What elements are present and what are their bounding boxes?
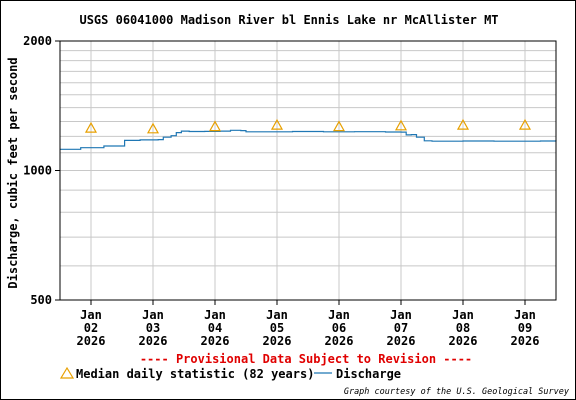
x-tick-label-month: Jan <box>266 308 288 322</box>
y-axis-label: Discharge, cubic feet per second <box>6 57 20 288</box>
y-tick-label: 1000 <box>23 164 52 178</box>
legend: Median daily statistic (82 years) Discha… <box>59 366 401 381</box>
legend-discharge-label: Discharge <box>336 367 401 381</box>
x-tick-label-year: 2026 <box>449 334 478 348</box>
x-tick-label-year: 2026 <box>77 334 106 348</box>
x-tick-label-month: Jan <box>204 308 226 322</box>
legend-median-triangle-icon <box>59 366 75 379</box>
series-layer <box>60 118 557 150</box>
x-tick-label-day: 06 <box>332 321 346 335</box>
median-triangle-point <box>518 118 532 130</box>
x-tick-label-year: 2026 <box>139 334 168 348</box>
median-triangle-point <box>456 118 470 130</box>
y-tick-label: 500 <box>30 293 52 307</box>
x-tick-label-year: 2026 <box>511 334 540 348</box>
provisional-note: ---- Provisional Data Subject to Revisio… <box>140 352 472 366</box>
x-tick-label-month: Jan <box>452 308 474 322</box>
grid-layer <box>60 41 556 300</box>
legend-median-label: Median daily statistic (82 years) <box>76 367 314 381</box>
x-tick-label-year: 2026 <box>387 334 416 348</box>
x-tick-label-month: Jan <box>390 308 412 322</box>
median-triangle-point <box>84 121 98 133</box>
median-triangle-point <box>270 118 284 130</box>
x-tick-label-month: Jan <box>142 308 164 322</box>
x-tick-label-year: 2026 <box>325 334 354 348</box>
median-triangle-point <box>332 120 346 132</box>
y-tick-label: 2000 <box>23 34 52 48</box>
chart-title: USGS 06041000 Madison River bl Ennis Lak… <box>79 13 498 27</box>
x-tick-label-month: Jan <box>514 308 536 322</box>
discharge-series-line <box>60 129 557 150</box>
x-tick-label-month: Jan <box>328 308 350 322</box>
x-tick-label-day: 08 <box>456 321 470 335</box>
x-tick-label-day: 07 <box>394 321 408 335</box>
median-triangle-point <box>394 119 408 131</box>
median-triangle-point <box>208 120 222 132</box>
x-tick-label-day: 02 <box>84 321 98 335</box>
x-tick-label-month: Jan <box>80 308 102 322</box>
x-tick-label-day: 03 <box>146 321 160 335</box>
x-tick-label-year: 2026 <box>263 334 292 348</box>
axis-layer: 50010002000Jan022026Jan032026Jan042026Ja… <box>23 34 539 348</box>
x-tick-label-day: 09 <box>518 321 532 335</box>
x-tick-label-day: 05 <box>270 321 284 335</box>
x-tick-label-year: 2026 <box>201 334 230 348</box>
median-triangle-point <box>146 122 160 134</box>
x-tick-label-day: 04 <box>208 321 222 335</box>
credit-note: Graph courtesy of the U.S. Geological Su… <box>344 387 570 397</box>
